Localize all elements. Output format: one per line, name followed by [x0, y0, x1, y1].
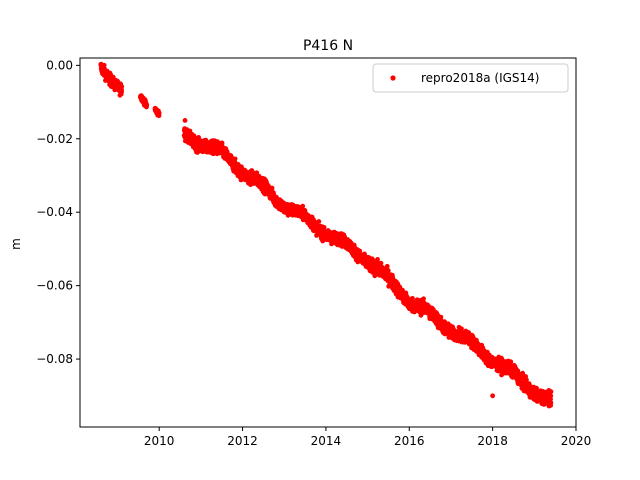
data-point	[375, 257, 380, 262]
x-tick-label: 2018	[477, 434, 508, 448]
data-point	[156, 110, 162, 116]
data-point	[254, 170, 260, 176]
data-point	[378, 260, 384, 266]
data-point	[508, 359, 514, 365]
y-axis-label: m	[9, 238, 23, 250]
legend-box	[372, 63, 569, 93]
data-point	[269, 185, 275, 191]
data-point	[438, 314, 444, 320]
x-tick-label: 2012	[227, 434, 258, 448]
x-tick-label: 2014	[311, 434, 342, 448]
data-point	[384, 263, 390, 269]
data-point	[119, 89, 125, 95]
outlier-point	[490, 393, 496, 399]
outlier-point	[182, 118, 188, 123]
x-tick-label: 2016	[394, 434, 425, 448]
data-point	[196, 135, 201, 140]
data-point	[520, 370, 526, 376]
data-point	[357, 248, 363, 254]
data-point	[400, 287, 405, 293]
y-tick-label: −0.04	[36, 205, 73, 219]
data-point	[300, 203, 306, 209]
data-point	[385, 268, 391, 274]
chart-title: P416 N	[303, 38, 353, 54]
data-point	[144, 102, 150, 108]
data-point	[548, 400, 554, 406]
plot-frame	[79, 57, 577, 428]
data-point	[119, 84, 125, 89]
y-tick-label: −0.08	[36, 352, 73, 366]
data-point	[459, 326, 464, 332]
data-point	[232, 156, 238, 162]
axes: 2010 2012 2014 2016 2018 2020 0.00 −0.02 −0.04 −0…	[36, 57, 592, 448]
y-tick-label: −0.06	[36, 279, 73, 293]
y-tick-label: 0.00	[46, 58, 73, 72]
legend: repro2018a (IGS14)	[372, 63, 569, 93]
data-point	[321, 224, 327, 230]
data-points	[98, 61, 554, 409]
x-tick-label: 2020	[561, 434, 592, 448]
legend-label: repro2018a (IGS14)	[421, 71, 539, 85]
x-tick-label: 2010	[144, 434, 175, 448]
data-point	[548, 389, 554, 395]
data-point	[421, 296, 426, 302]
data-point	[548, 393, 554, 399]
y-tick-label: −0.02	[36, 132, 73, 146]
legend-marker	[390, 75, 396, 81]
data-point	[316, 219, 322, 224]
